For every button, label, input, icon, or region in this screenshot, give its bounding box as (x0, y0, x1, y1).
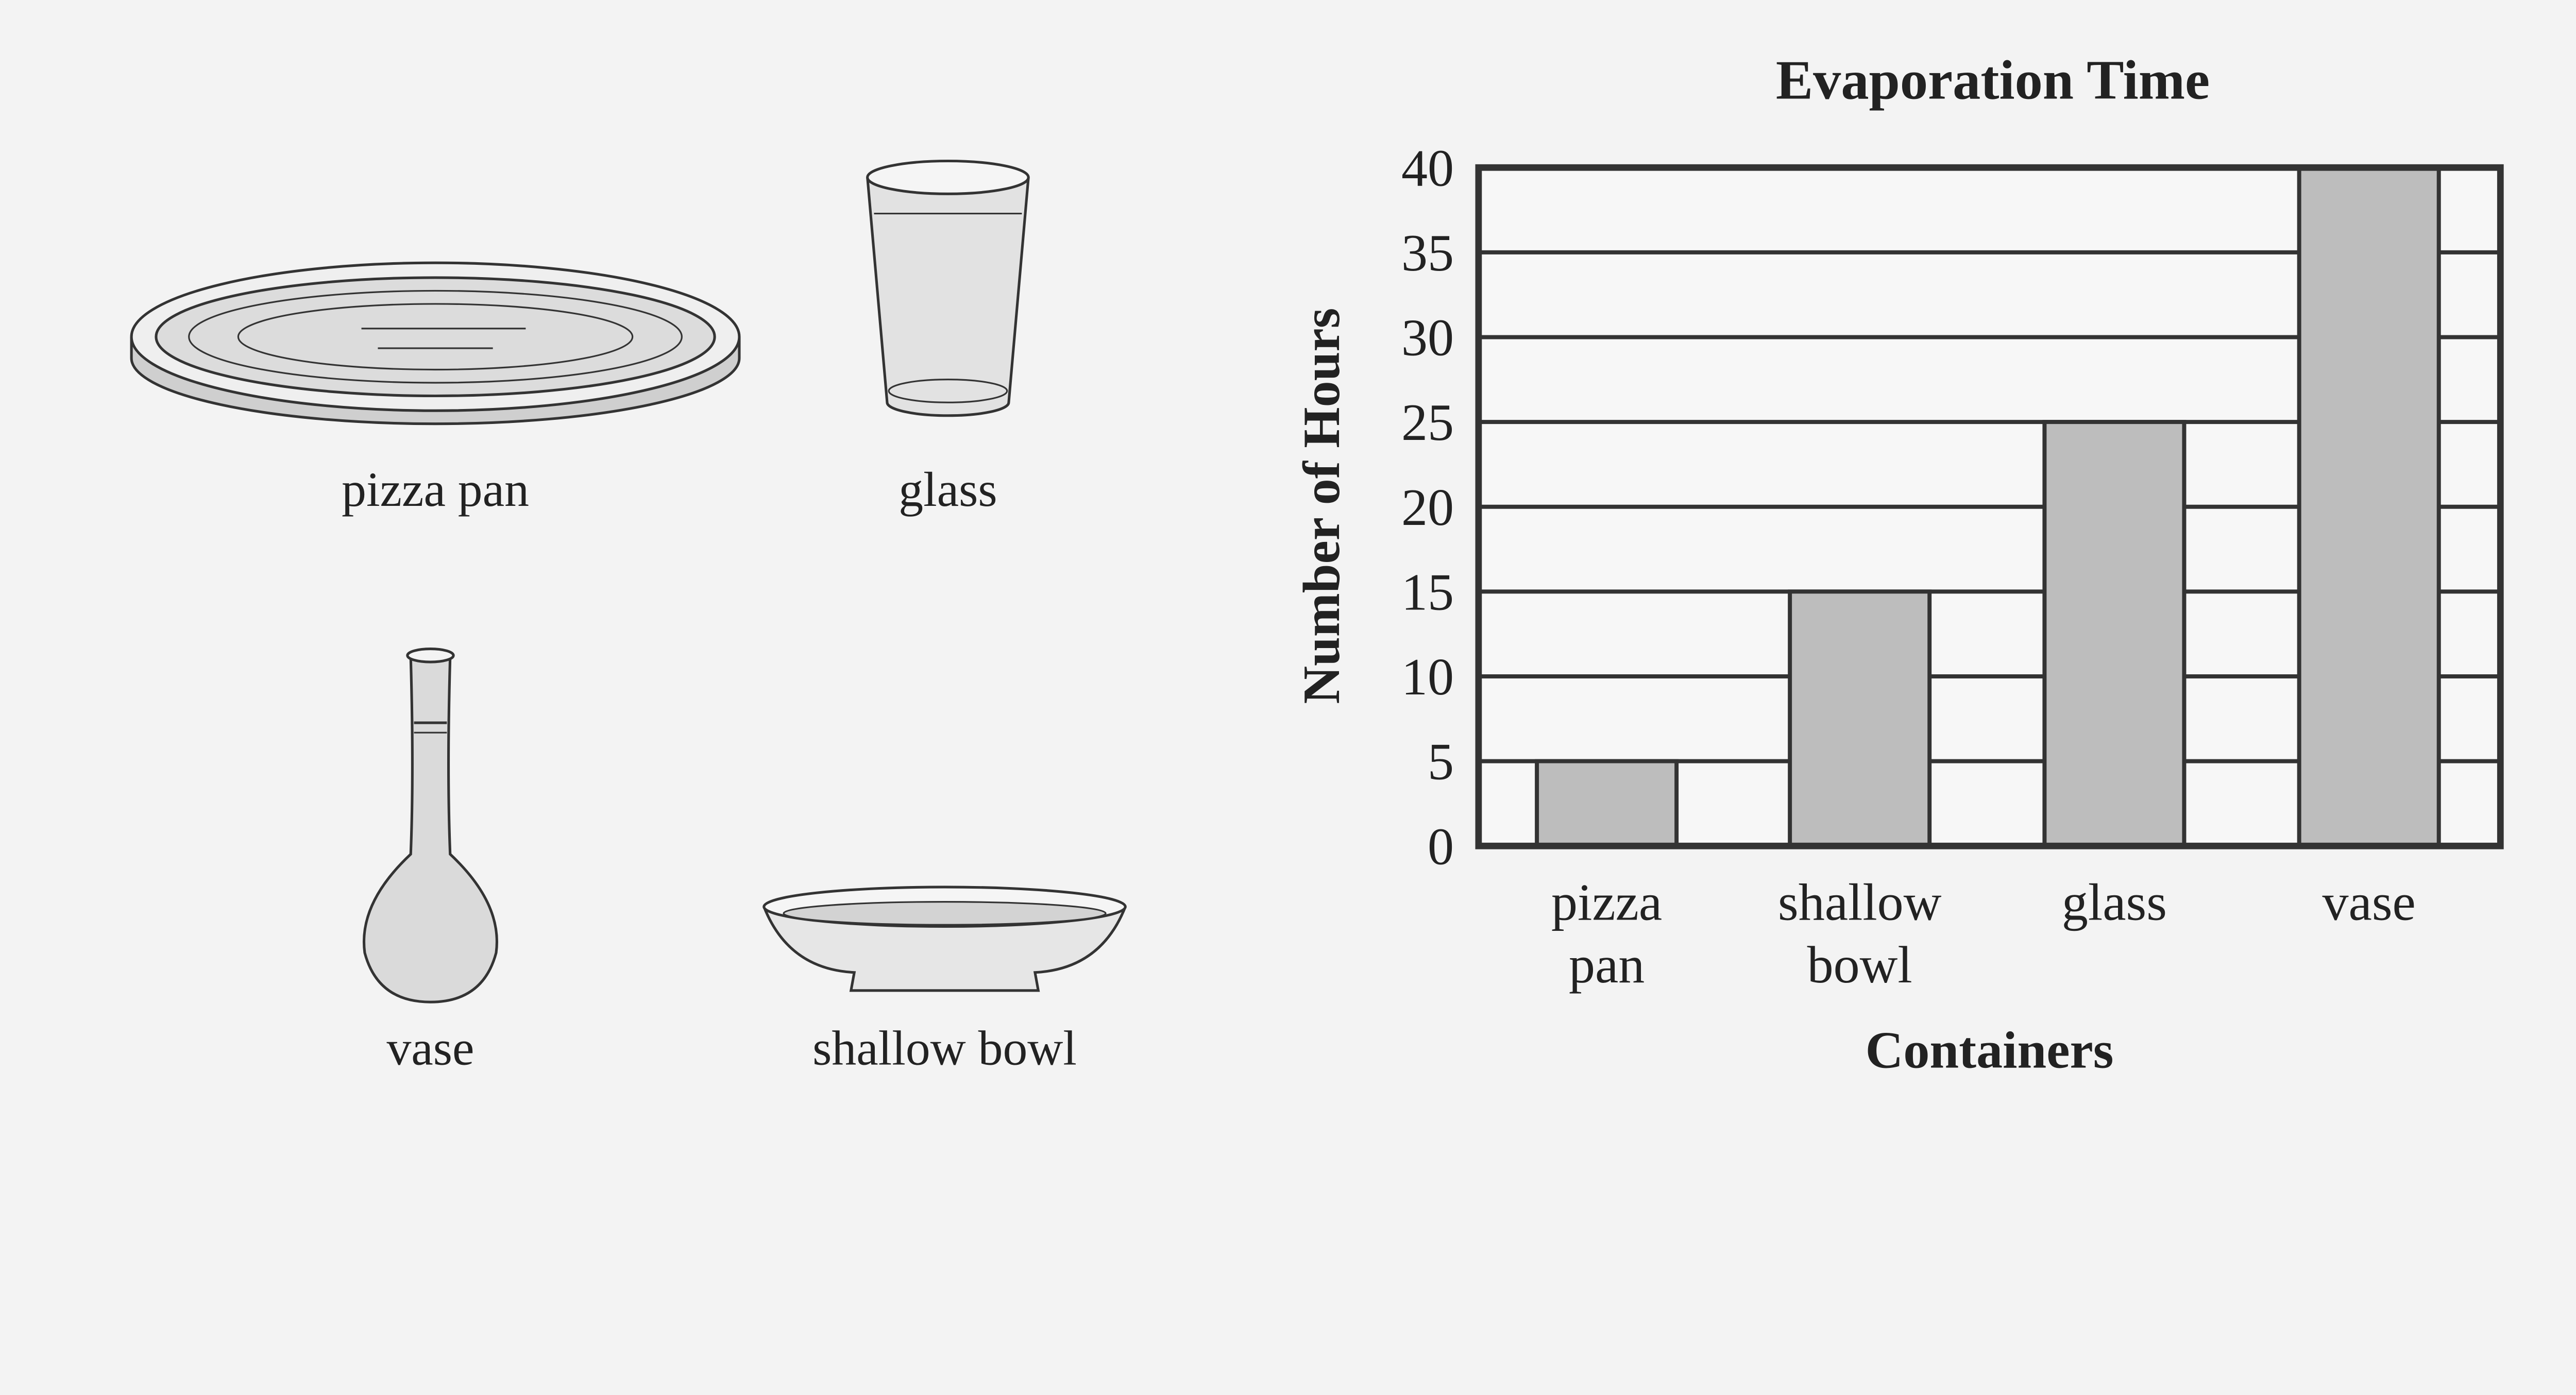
x-tick-label: glass (2062, 874, 2167, 932)
shallow-bowl-label: shallow bowl (812, 1020, 1077, 1075)
glass-label: glass (899, 462, 997, 517)
bar-pizza-pan (1535, 759, 1679, 848)
bar-shallow-bowl (1788, 589, 1932, 848)
chart-title: Evaporation Time (1776, 49, 2210, 111)
pizza-pan-label: pizza pan (342, 462, 529, 517)
glass-illustration (866, 159, 1030, 417)
x-tick-label: shallow (1778, 874, 1942, 932)
y-tick-label: 5 (1428, 733, 1454, 791)
y-tick-label: 30 (1401, 309, 1454, 367)
bar-vase (2297, 165, 2441, 848)
y-tick-label: 0 (1428, 818, 1454, 876)
x-tick-label: pan (1569, 936, 1645, 994)
x-tick-label: bowl (1807, 936, 1912, 994)
vase-label: vase (386, 1020, 474, 1075)
x-tick-label: vase (2323, 874, 2416, 932)
plot-frame (1475, 164, 2504, 849)
shallow-bowl-illustration (762, 886, 1127, 992)
y-tick-label: 15 (1401, 563, 1454, 621)
y-tick-label: 40 (1401, 139, 1454, 197)
y-tick-label: 35 (1401, 224, 1454, 282)
bar-glass (2042, 420, 2187, 848)
x-axis-label: Containers (1866, 1022, 2114, 1080)
y-tick-label: 20 (1401, 479, 1454, 537)
y-tick-labels: 0 5 10 15 20 25 30 35 40 (1401, 139, 1454, 876)
pizza-pan-illustration (130, 261, 741, 426)
y-tick-label: 10 (1401, 648, 1454, 706)
y-axis-label: Number of Hours (1293, 308, 1351, 704)
figure: pizza pan glass vase shallow bowl Evapor… (130, 49, 2504, 1080)
y-tick-label: 25 (1401, 394, 1454, 452)
bars (1535, 165, 2441, 848)
x-tick-label: pizza (1551, 874, 1662, 932)
vase-illustration (362, 648, 498, 1003)
